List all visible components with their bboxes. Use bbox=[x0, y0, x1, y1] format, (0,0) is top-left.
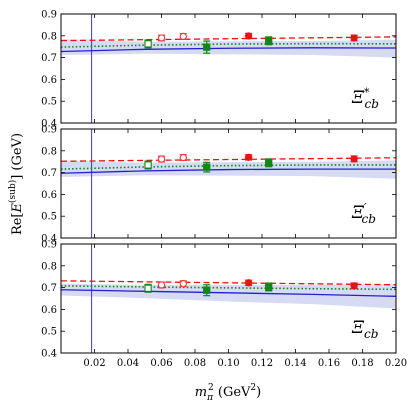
x-tick-label: 0.08 bbox=[184, 358, 206, 369]
green-filled-point bbox=[203, 286, 211, 294]
y-tick-label: 0.4 bbox=[41, 119, 57, 130]
y-tick-label: 0.7 bbox=[41, 283, 57, 294]
x-tick-label: 0.20 bbox=[385, 358, 407, 369]
y-tick-label: 0.8 bbox=[41, 146, 57, 157]
red-dashed-line bbox=[61, 36, 396, 42]
y-tick-label: 0.7 bbox=[41, 53, 57, 64]
blue-fit-line bbox=[61, 289, 396, 297]
green-filled-point bbox=[265, 283, 273, 291]
green-dotted-line bbox=[61, 164, 396, 170]
green-open-point bbox=[144, 161, 152, 169]
panel-frame bbox=[60, 13, 397, 124]
green-filled-point bbox=[265, 37, 273, 45]
red-open-point bbox=[157, 155, 166, 163]
x-tick-label: 0.12 bbox=[251, 358, 273, 369]
panel-plot-area bbox=[61, 14, 396, 123]
panel-frame bbox=[60, 128, 397, 239]
x-axis-title: mπ2 (GeV2) bbox=[195, 383, 261, 403]
green-dotted-line bbox=[61, 285, 396, 291]
red-filled-point bbox=[350, 155, 358, 163]
y-axis-title: Re[E(sub)] (GeV) bbox=[7, 133, 25, 235]
x-tick-label: 0.06 bbox=[150, 358, 172, 369]
red-filled-point bbox=[244, 153, 253, 161]
panel-label: Ξ′ cb bbox=[351, 201, 376, 226]
blue-fit-line bbox=[61, 168, 396, 174]
panel-plot-area bbox=[61, 244, 396, 353]
panel-plot-area bbox=[61, 129, 396, 238]
red-filled-point bbox=[350, 34, 358, 42]
y-tick-label: 0.4 bbox=[41, 349, 57, 360]
x-tick-label: 0.16 bbox=[318, 358, 340, 369]
green-filled-point bbox=[203, 43, 211, 51]
y-tick-label: 0.5 bbox=[41, 97, 57, 108]
x-tick-label: 0.18 bbox=[351, 358, 373, 369]
panel-3: 0.4 0.5 0.6 0.7 0.8 0.9 Ξcb bbox=[41, 240, 397, 360]
y-tick-label: 0.9 bbox=[41, 125, 57, 136]
y-tick-label: 0.9 bbox=[41, 10, 57, 21]
panel-1: 0.4 0.5 0.6 0.7 0.8 0.9 Ξ* cb bbox=[41, 10, 397, 130]
y-tick-label: 0.8 bbox=[41, 31, 57, 42]
x-tick-label: 0.10 bbox=[217, 358, 239, 369]
red-dashed-line bbox=[61, 157, 396, 162]
red-filled-point bbox=[244, 279, 253, 287]
y-tick-label: 0.8 bbox=[41, 261, 57, 272]
red-dashed-line bbox=[61, 280, 396, 286]
red-filled-point bbox=[350, 282, 358, 290]
x-tick-label: 0.14 bbox=[284, 358, 306, 369]
y-tick-label: 0.7 bbox=[41, 168, 57, 179]
x-tick-label: 0.02 bbox=[83, 358, 105, 369]
red-open-point bbox=[179, 153, 187, 162]
y-tick-label: 0.9 bbox=[41, 240, 57, 251]
red-open-point bbox=[179, 280, 187, 288]
y-tick-label: 0.6 bbox=[41, 75, 57, 86]
green-filled-point bbox=[265, 159, 273, 167]
y-tick-label: 0.5 bbox=[41, 327, 57, 338]
green-open-point bbox=[144, 40, 152, 48]
y-tick-label: 0.6 bbox=[41, 305, 57, 316]
green-filled-point bbox=[203, 163, 211, 171]
y-tick-label: 0.6 bbox=[41, 190, 57, 201]
y-tick-label: 0.4 bbox=[41, 234, 57, 245]
red-filled-point bbox=[244, 32, 253, 40]
green-dotted-line bbox=[61, 42, 396, 48]
panel-2: 0.4 0.5 0.6 0.7 0.8 0.9 Ξ′ cb bbox=[41, 125, 397, 245]
y-tick-label: 0.5 bbox=[41, 212, 57, 223]
x-tick-label: 0.04 bbox=[117, 358, 139, 369]
red-open-point bbox=[179, 32, 187, 41]
green-open-point bbox=[144, 284, 152, 292]
red-open-point bbox=[157, 34, 166, 42]
blue-fit-line bbox=[61, 47, 396, 53]
panel-label: Ξ* cb bbox=[351, 86, 379, 111]
red-open-point bbox=[157, 281, 166, 289]
panel-label: Ξcb bbox=[351, 318, 378, 341]
